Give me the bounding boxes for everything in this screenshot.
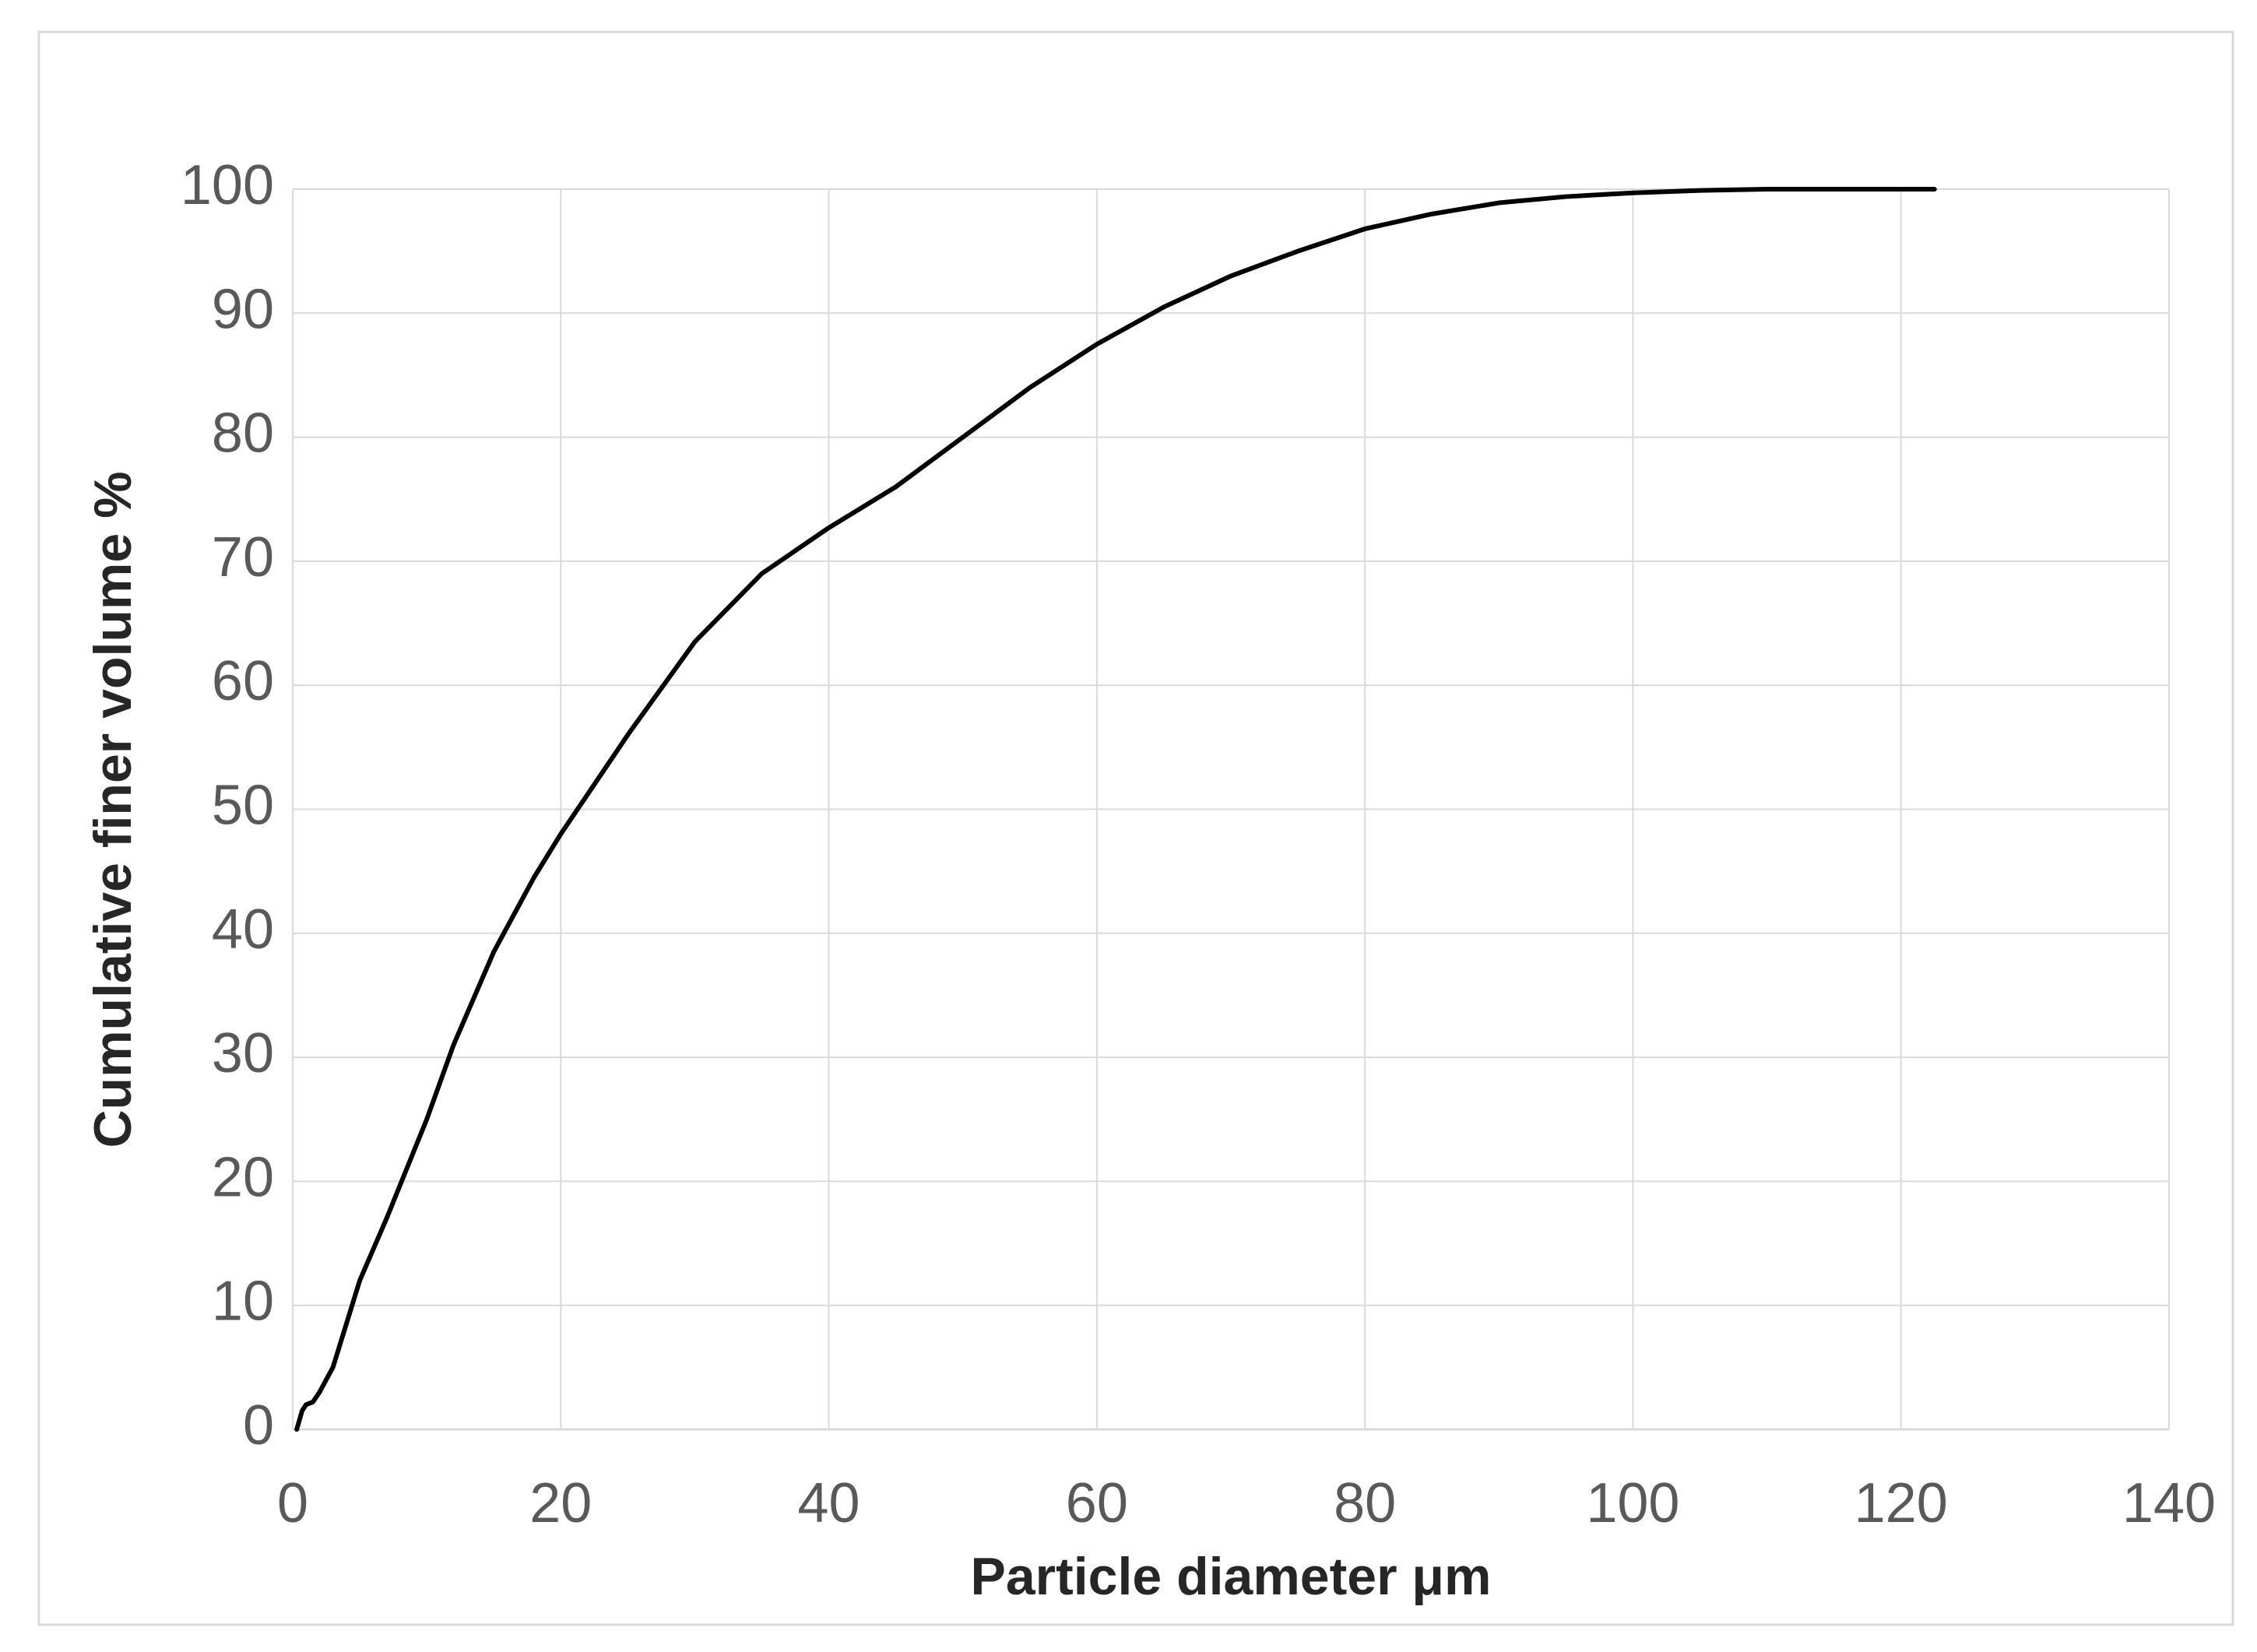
x-tick-label: 80 xyxy=(1334,1472,1396,1534)
x-tick-label: 40 xyxy=(798,1472,860,1534)
data-line xyxy=(294,187,1937,1432)
y-tick-label: 100 xyxy=(181,154,274,216)
y-tick-label: 50 xyxy=(212,775,274,837)
y-tick-label: 40 xyxy=(212,898,274,961)
x-tick-label: 0 xyxy=(277,1472,308,1534)
y-tick-label: 90 xyxy=(212,278,274,340)
x-tick-label: 100 xyxy=(1586,1472,1679,1534)
y-axis-label: Cumulative finer volume % xyxy=(83,471,142,1148)
y-tick-label: 0 xyxy=(243,1394,274,1457)
x-axis-label: Particle diameter μm xyxy=(970,1547,1491,1606)
x-tick-label: 120 xyxy=(1854,1472,1948,1534)
y-tick-label: 80 xyxy=(212,402,274,465)
y-tick-label: 70 xyxy=(212,526,274,589)
y-tick-label: 20 xyxy=(212,1146,274,1208)
y-tick-label: 60 xyxy=(212,650,274,712)
y-tick-label: 10 xyxy=(212,1271,274,1333)
chart-border xyxy=(37,30,2234,1626)
y-tick-label: 30 xyxy=(212,1022,274,1084)
x-tick-label: 20 xyxy=(529,1472,592,1534)
x-tick-label: 60 xyxy=(1066,1472,1128,1534)
x-tick-label: 140 xyxy=(2122,1472,2216,1534)
